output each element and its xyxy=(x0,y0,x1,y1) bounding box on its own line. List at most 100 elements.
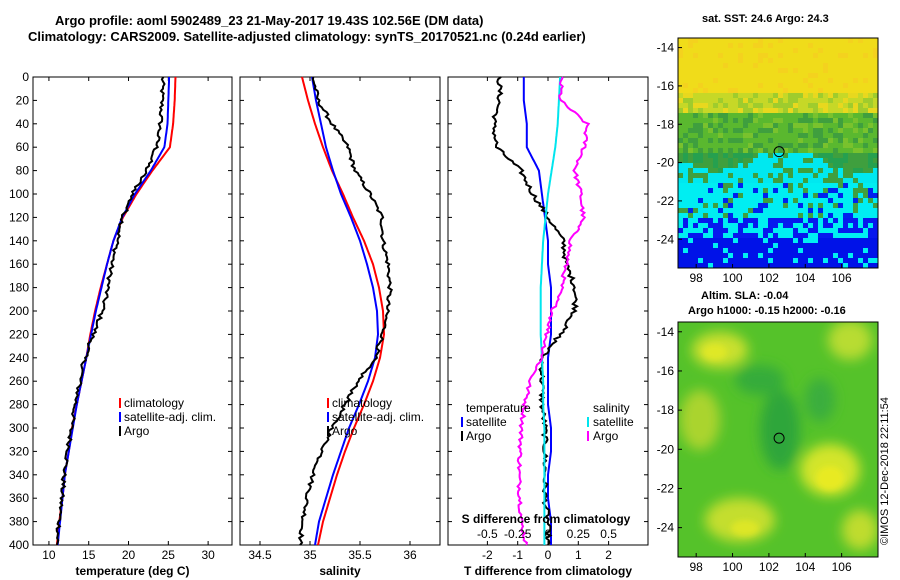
sst-cell xyxy=(858,178,863,183)
sst-cell xyxy=(823,128,828,133)
sst-cell xyxy=(868,188,873,193)
sst-cell xyxy=(823,108,828,113)
sst-cell xyxy=(713,78,718,83)
difference-xtick-label: -1 xyxy=(512,548,523,562)
sst-cell xyxy=(838,163,843,168)
sst-cell xyxy=(838,78,843,83)
sst-cell xyxy=(793,88,798,93)
sst-cell xyxy=(813,133,818,138)
sst-cell xyxy=(693,93,698,98)
sla-map-lon-label: 100 xyxy=(723,560,743,574)
depth-tick-label: 120 xyxy=(9,210,29,224)
sst-cell xyxy=(688,258,693,263)
sst-cell xyxy=(778,58,783,63)
sst-cell xyxy=(808,158,813,163)
sst-cell xyxy=(698,73,703,78)
sst-cell xyxy=(743,233,748,238)
sst-cell xyxy=(683,93,688,98)
sst-cell xyxy=(733,163,738,168)
sst-cell xyxy=(708,188,713,193)
sst-cell xyxy=(748,208,753,213)
sst-cell xyxy=(813,68,818,73)
sst-cell xyxy=(833,198,838,203)
sst-cell xyxy=(763,243,768,248)
sst-cell xyxy=(708,173,713,178)
sst-cell xyxy=(688,263,693,268)
sst-cell xyxy=(833,48,838,53)
sst-cell xyxy=(698,148,703,153)
sst-cell xyxy=(773,178,778,183)
sst-cell xyxy=(693,158,698,163)
sst-cell xyxy=(678,148,683,153)
sst-cell xyxy=(728,203,733,208)
sst-cell xyxy=(748,183,753,188)
sst-cell xyxy=(703,53,708,58)
sst-cell xyxy=(763,103,768,108)
sst-cell xyxy=(738,123,743,128)
sst-cell xyxy=(803,243,808,248)
salinity-series-argo xyxy=(297,76,393,546)
sst-cell xyxy=(753,208,758,213)
sst-cell xyxy=(743,123,748,128)
sst-cell xyxy=(728,153,733,158)
sst-cell xyxy=(778,193,783,198)
sst-cell xyxy=(768,218,773,223)
sst-cell xyxy=(798,183,803,188)
sst-cell xyxy=(818,38,823,43)
sst-cell xyxy=(703,108,708,113)
sst-cell xyxy=(778,253,783,258)
sst-cell xyxy=(838,253,843,258)
sst-cell xyxy=(753,173,758,178)
sst-cell xyxy=(713,213,718,218)
sst-cell xyxy=(743,108,748,113)
sst-cell xyxy=(748,223,753,228)
sst-cell xyxy=(803,138,808,143)
sst-cell xyxy=(748,68,753,73)
difference-s-tick-label: 0.25 xyxy=(567,527,591,541)
sst-cell xyxy=(743,193,748,198)
sst-cell xyxy=(728,83,733,88)
sst-cell xyxy=(848,88,853,93)
sst-cell xyxy=(833,183,838,188)
sst-cell xyxy=(838,168,843,173)
temperature-plot-frame xyxy=(32,76,233,546)
sst-cell xyxy=(868,53,873,58)
sst-cell xyxy=(728,248,733,253)
sst-cell xyxy=(853,168,858,173)
sst-cell xyxy=(713,103,718,108)
sst-cell xyxy=(748,193,753,198)
sst-cell xyxy=(828,223,833,228)
sst-cell xyxy=(743,223,748,228)
sst-cell xyxy=(688,228,693,233)
sst-cell xyxy=(788,208,793,213)
sst-cell xyxy=(848,58,853,63)
sst-cell xyxy=(848,138,853,143)
sst-cell xyxy=(833,58,838,63)
sst-cell xyxy=(743,68,748,73)
sst-cell xyxy=(773,38,778,43)
sst-cell xyxy=(788,258,793,263)
sst-cell xyxy=(858,148,863,153)
sst-cell xyxy=(708,248,713,253)
sst-cell xyxy=(713,48,718,53)
sst-cell xyxy=(703,198,708,203)
sst-cell xyxy=(713,98,718,103)
sst-cell xyxy=(823,208,828,213)
sst-cell xyxy=(728,53,733,58)
sst-cell xyxy=(713,153,718,158)
sst-cell xyxy=(738,188,743,193)
sst-cell xyxy=(848,238,853,243)
sst-cell xyxy=(718,253,723,258)
sst-cell xyxy=(703,143,708,148)
sst-cell xyxy=(678,123,683,128)
sst-cell xyxy=(813,138,818,143)
sst-cell xyxy=(823,248,828,253)
sst-cell xyxy=(788,158,793,163)
sst-cell xyxy=(863,113,868,118)
sst-cell xyxy=(828,193,833,198)
sst-cell xyxy=(838,138,843,143)
sst-cell xyxy=(848,48,853,53)
sst-cell xyxy=(873,73,878,78)
sla-map-lon-label: 98 xyxy=(690,560,704,574)
sst-cell xyxy=(678,173,683,178)
